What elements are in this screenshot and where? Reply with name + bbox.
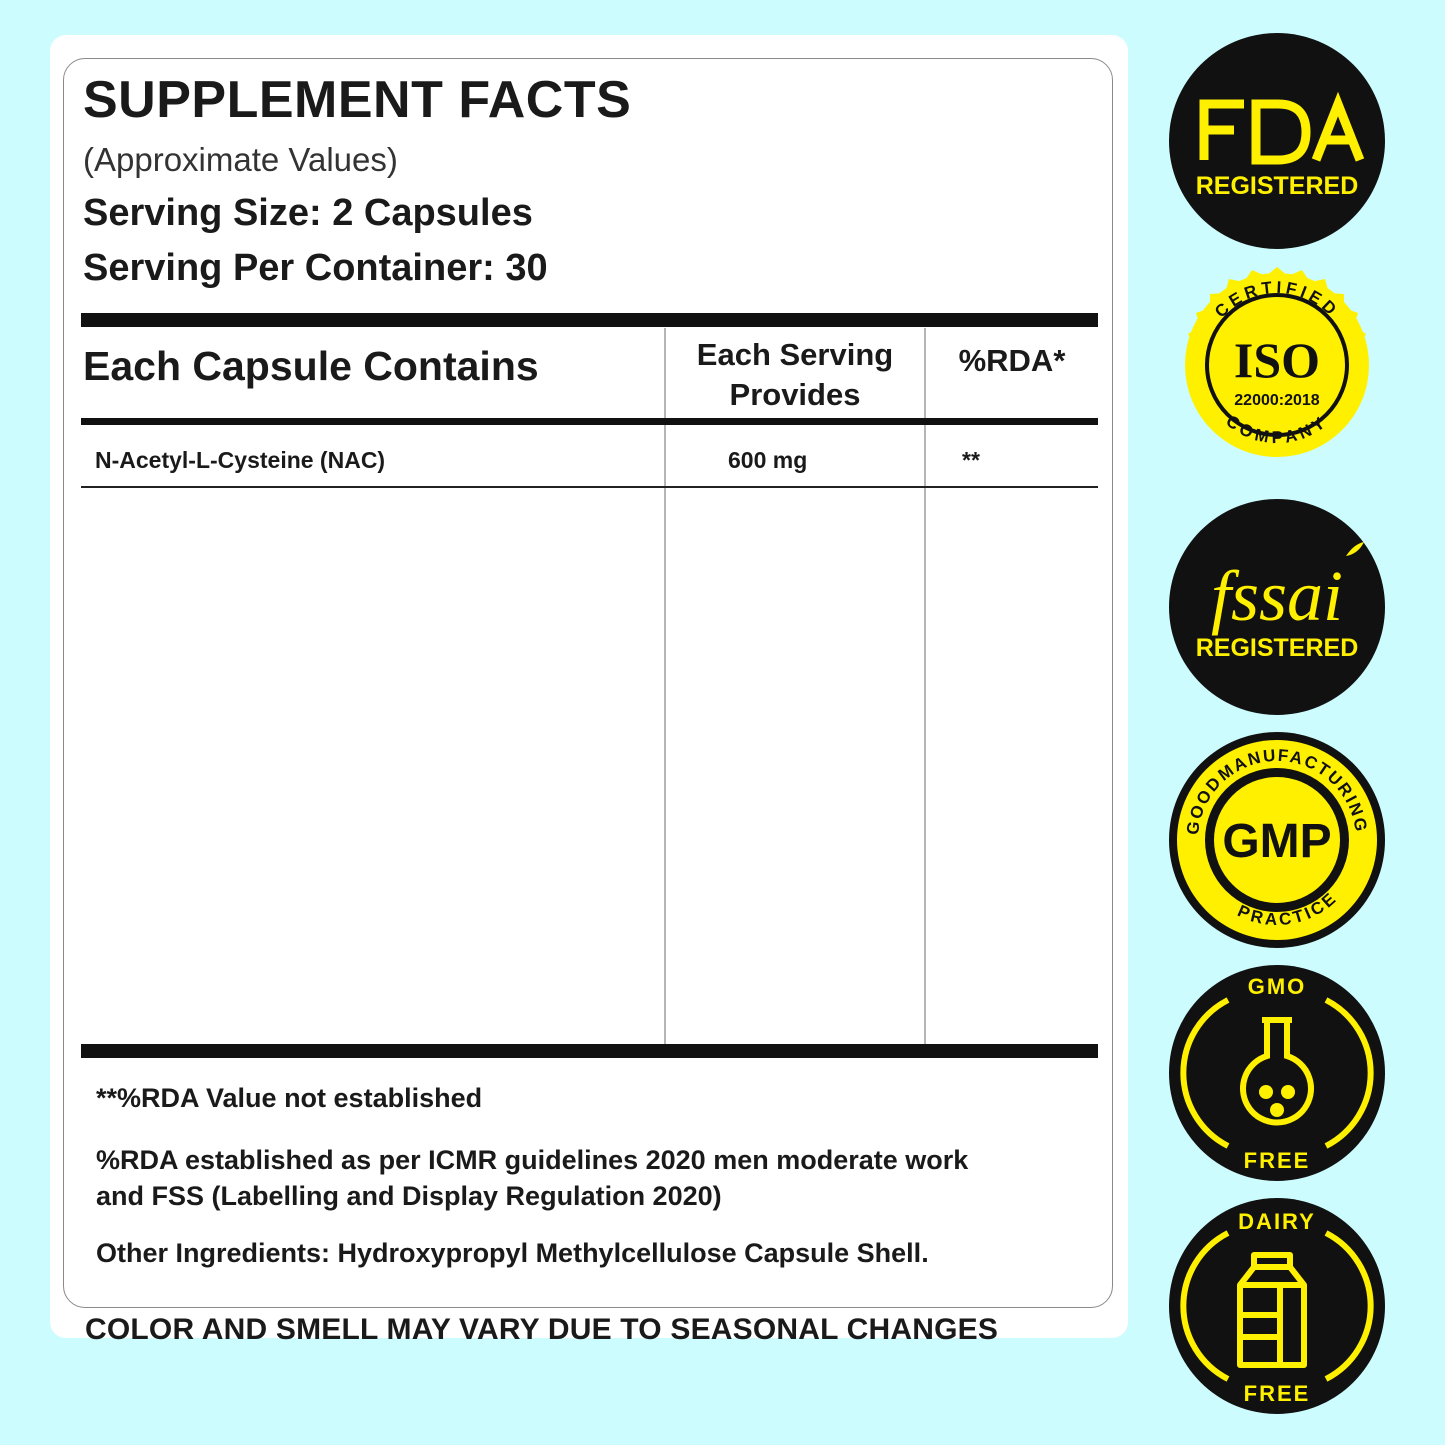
other-ingredients: Other Ingredients: Hydroxypropyl Methylc…: [96, 1238, 929, 1268]
iso-seal-icon: ISO 22000:2018 CERTIFIED COMPANY: [1185, 267, 1369, 457]
row-divider: [81, 486, 1098, 488]
milk-carton-icon: DAIRY FREE: [1169, 1198, 1385, 1414]
fssai-logo-text: fssai: [1211, 556, 1343, 636]
rda-basis-line1: %RDA established as per ICMR guidelines …: [96, 1145, 969, 1175]
dairy-free-badge: DAIRY FREE: [1168, 1197, 1386, 1415]
fda-badge-label: REGISTERED: [1196, 172, 1359, 200]
serving-size: Serving Size: 2 Capsules: [83, 192, 533, 234]
page-title: SUPPLEMENT FACTS: [83, 71, 632, 129]
iso-badge: ISO 22000:2018 CERTIFIED COMPANY: [1168, 265, 1386, 483]
gmo-free-badge: GMO FREE: [1168, 964, 1386, 1182]
fda-badge: REGISTERED: [1168, 32, 1386, 250]
dairy-badge-bottom: FREE: [1244, 1381, 1311, 1406]
top-divider: [81, 313, 1098, 327]
rda-basis-line2: and FSS (Labelling and Display Regulatio…: [96, 1181, 722, 1211]
fssai-badge-label: REGISTERED: [1196, 634, 1359, 662]
ingredient-amount: 600 mg: [728, 447, 808, 473]
fda-logo-icon: REGISTERED: [1169, 33, 1385, 249]
gmo-badge-top: GMO: [1248, 974, 1307, 999]
ingredient-name: N-Acetyl-L-Cysteine (NAC): [95, 447, 386, 473]
column-header-amount: Each Serving Provides: [696, 337, 894, 412]
servings-per-container: Serving Per Container: 30: [83, 247, 548, 289]
flask-icon: GMO FREE: [1169, 965, 1385, 1181]
fssai-badge: fssai REGISTERED: [1168, 498, 1386, 716]
iso-badge-center: ISO: [1234, 332, 1320, 388]
dairy-badge-top: DAIRY: [1238, 1209, 1316, 1234]
subtitle: (Approximate Values): [83, 141, 398, 178]
iso-badge-code: 22000:2018: [1234, 392, 1320, 409]
supplement-facts-panel: [63, 58, 1113, 1308]
gmp-seal-icon: GMP MANUFACTURING GOOD PRACTICE: [1169, 732, 1385, 948]
bottom-note: COLOR AND SMELL MAY VARY DUE TO SEASONAL…: [85, 1313, 999, 1346]
column-header-rda: %RDA*: [958, 343, 1066, 378]
column-divider: [664, 328, 666, 1044]
label-card: [50, 35, 1128, 1338]
bottom-divider: [81, 1044, 1098, 1058]
header-divider: [81, 418, 1098, 425]
gmp-badge-center: GMP: [1222, 815, 1331, 868]
column-divider: [924, 328, 926, 1044]
fssai-logo-icon: fssai REGISTERED: [1169, 499, 1385, 715]
gmp-badge: GMP MANUFACTURING GOOD PRACTICE: [1168, 731, 1386, 949]
column-header-ingredient: Each Capsule Contains: [83, 343, 539, 389]
ingredient-rda: **: [962, 447, 980, 473]
gmo-badge-bottom: FREE: [1244, 1148, 1311, 1173]
rda-note: **%RDA Value not established: [96, 1083, 483, 1113]
